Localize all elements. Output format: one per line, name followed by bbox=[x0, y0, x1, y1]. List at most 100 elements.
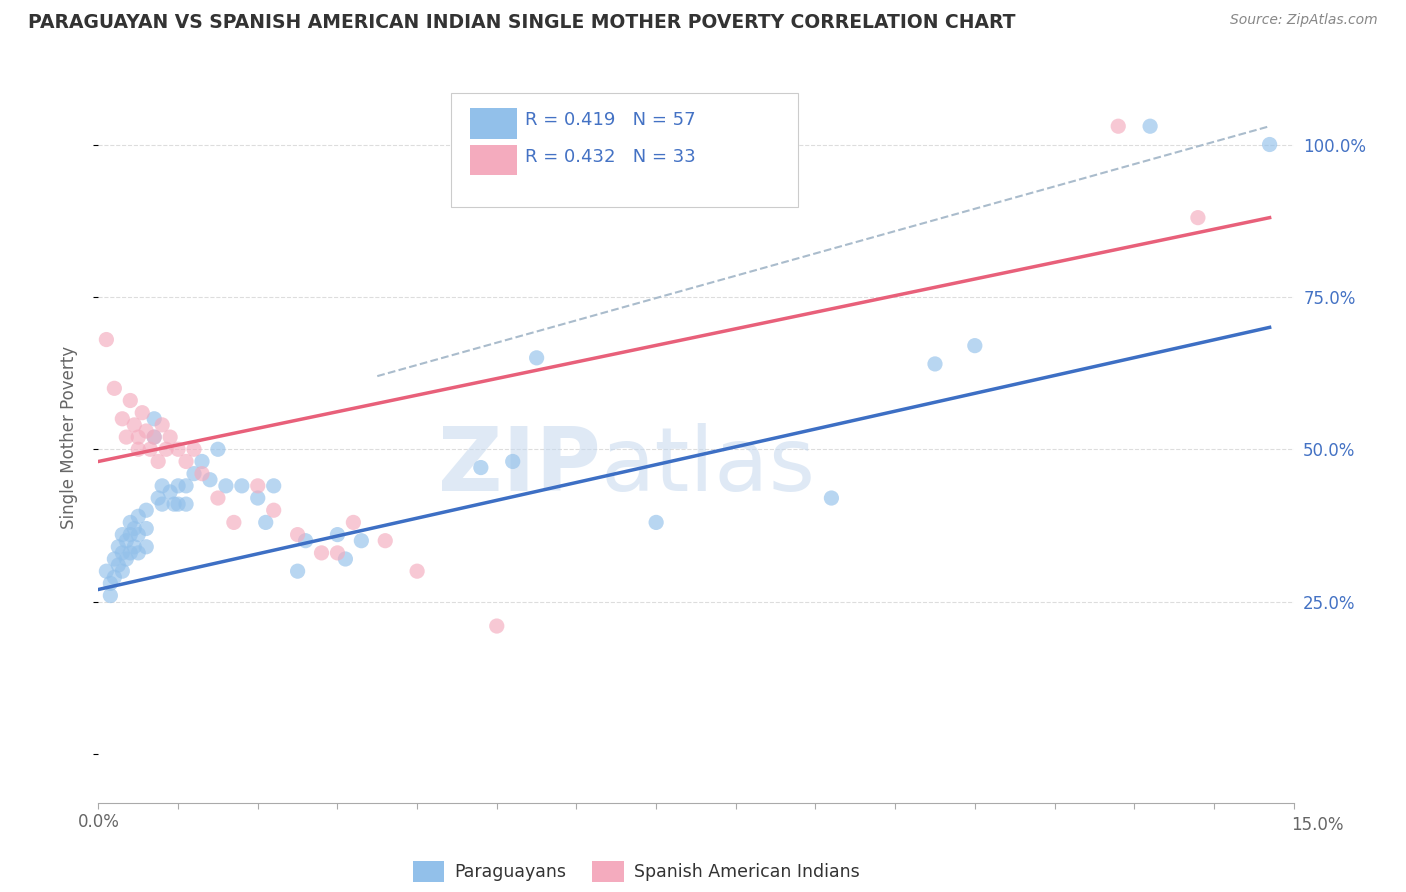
Point bbox=[207, 491, 229, 505]
Point bbox=[107, 558, 129, 573]
Point bbox=[174, 454, 197, 468]
Point bbox=[820, 491, 842, 505]
Point bbox=[231, 479, 253, 493]
Point bbox=[222, 516, 245, 530]
Point bbox=[111, 564, 134, 578]
Point bbox=[115, 430, 138, 444]
Point bbox=[143, 412, 166, 426]
Point bbox=[191, 454, 214, 468]
Point bbox=[502, 454, 524, 468]
Point bbox=[103, 552, 125, 566]
Point bbox=[645, 516, 668, 530]
Point bbox=[127, 527, 149, 541]
FancyBboxPatch shape bbox=[470, 108, 517, 138]
Point bbox=[374, 533, 396, 548]
Point bbox=[1187, 211, 1209, 225]
Point bbox=[174, 479, 197, 493]
Point bbox=[263, 479, 285, 493]
Point bbox=[1258, 137, 1281, 152]
Point bbox=[191, 467, 214, 481]
Text: R = 0.432   N = 33: R = 0.432 N = 33 bbox=[524, 148, 696, 166]
Point bbox=[254, 516, 277, 530]
Point bbox=[111, 412, 134, 426]
Point bbox=[167, 442, 190, 457]
Point bbox=[98, 589, 122, 603]
Point bbox=[139, 442, 162, 457]
Point bbox=[150, 479, 173, 493]
Point bbox=[124, 540, 146, 554]
Point bbox=[111, 527, 134, 541]
Point bbox=[143, 430, 166, 444]
Point bbox=[215, 479, 238, 493]
Text: PARAGUAYAN VS SPANISH AMERICAN INDIAN SINGLE MOTHER POVERTY CORRELATION CHART: PARAGUAYAN VS SPANISH AMERICAN INDIAN SI… bbox=[28, 13, 1015, 32]
Point bbox=[115, 552, 138, 566]
Point bbox=[120, 546, 142, 560]
Point bbox=[124, 521, 146, 535]
Point bbox=[167, 479, 190, 493]
Point bbox=[124, 417, 146, 432]
Point bbox=[174, 497, 197, 511]
Point bbox=[103, 570, 125, 584]
Point bbox=[127, 509, 149, 524]
Point bbox=[98, 576, 122, 591]
Point bbox=[326, 527, 349, 541]
Point bbox=[111, 546, 134, 560]
Text: atlas: atlas bbox=[600, 423, 815, 510]
Point bbox=[163, 497, 186, 511]
Point bbox=[135, 424, 157, 438]
FancyBboxPatch shape bbox=[451, 94, 797, 207]
Point bbox=[335, 552, 357, 566]
Point bbox=[120, 527, 142, 541]
Point bbox=[183, 467, 205, 481]
Point bbox=[103, 381, 125, 395]
Point bbox=[246, 479, 269, 493]
Text: R = 0.419   N = 57: R = 0.419 N = 57 bbox=[524, 112, 696, 129]
Point bbox=[120, 516, 142, 530]
Point bbox=[115, 533, 138, 548]
Point bbox=[127, 442, 149, 457]
FancyBboxPatch shape bbox=[470, 145, 517, 175]
Point bbox=[148, 454, 170, 468]
Point bbox=[263, 503, 285, 517]
Point bbox=[963, 339, 986, 353]
Point bbox=[107, 540, 129, 554]
Point bbox=[924, 357, 946, 371]
Point bbox=[159, 485, 181, 500]
Point bbox=[155, 442, 177, 457]
Point bbox=[287, 527, 309, 541]
Point bbox=[311, 546, 333, 560]
Point bbox=[1139, 120, 1161, 134]
Legend: Paraguayans, Spanish American Indians: Paraguayans, Spanish American Indians bbox=[406, 855, 866, 889]
Text: Source: ZipAtlas.com: Source: ZipAtlas.com bbox=[1230, 13, 1378, 28]
Y-axis label: Single Mother Poverty: Single Mother Poverty bbox=[59, 345, 77, 529]
Point bbox=[470, 460, 492, 475]
Point bbox=[350, 533, 373, 548]
Point bbox=[167, 497, 190, 511]
Point bbox=[294, 533, 316, 548]
Point bbox=[127, 430, 149, 444]
Point bbox=[135, 540, 157, 554]
Point bbox=[207, 442, 229, 457]
Point bbox=[342, 516, 364, 530]
Point bbox=[127, 546, 149, 560]
Point bbox=[131, 406, 153, 420]
Point bbox=[143, 430, 166, 444]
Point bbox=[135, 521, 157, 535]
Text: ZIP: ZIP bbox=[437, 423, 600, 510]
Point bbox=[183, 442, 205, 457]
Point bbox=[1107, 120, 1129, 134]
Point bbox=[150, 497, 173, 511]
Point bbox=[287, 564, 309, 578]
Point bbox=[96, 564, 118, 578]
Point bbox=[246, 491, 269, 505]
Point bbox=[326, 546, 349, 560]
Point bbox=[526, 351, 548, 365]
Point bbox=[96, 333, 118, 347]
Point bbox=[150, 417, 173, 432]
Point bbox=[485, 619, 508, 633]
Point bbox=[406, 564, 429, 578]
Point bbox=[198, 473, 221, 487]
Point bbox=[148, 491, 170, 505]
Point bbox=[120, 393, 142, 408]
Point bbox=[159, 430, 181, 444]
